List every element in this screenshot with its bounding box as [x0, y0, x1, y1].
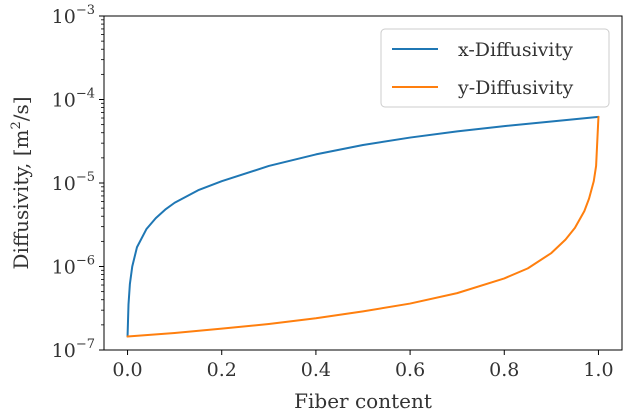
y-tick-label: 10−3: [52, 3, 95, 28]
x-tick-label: 0.6: [395, 359, 425, 381]
y-tick-label: 10−4: [52, 87, 95, 112]
x-tick-label: 1.0: [583, 359, 613, 381]
x-tick-label: 0.8: [489, 359, 519, 381]
y-tick-label: 10−5: [52, 170, 95, 195]
series-layer: [126, 115, 600, 338]
series-line-x-diffusivity: [126, 115, 600, 338]
series-line-y-diffusivity: [126, 115, 600, 338]
legend: x-Diffusivity y-Diffusivity: [380, 28, 610, 108]
y-tick-label: 10−7: [52, 337, 95, 362]
x-tick-label: 0.4: [301, 359, 331, 381]
x-tick-label: 0.2: [207, 359, 237, 381]
y-axis-label: Diffusivity, [m2/s]: [9, 96, 33, 269]
x-tick-label: 0.0: [112, 359, 142, 381]
legend-label-y-diffusivity: y-Diffusivity: [457, 77, 573, 99]
legend-label-x-diffusivity: x-Diffusivity: [458, 39, 573, 61]
y-tick-label: 10−6: [52, 254, 95, 279]
x-axis-label: Fiber content: [294, 389, 432, 413]
x-ticks: 0.0 0.2 0.4 0.6 0.8 1.0: [112, 350, 614, 381]
y-ticks: 10−7 10−6 10−5 10−4 10−3: [52, 3, 104, 362]
